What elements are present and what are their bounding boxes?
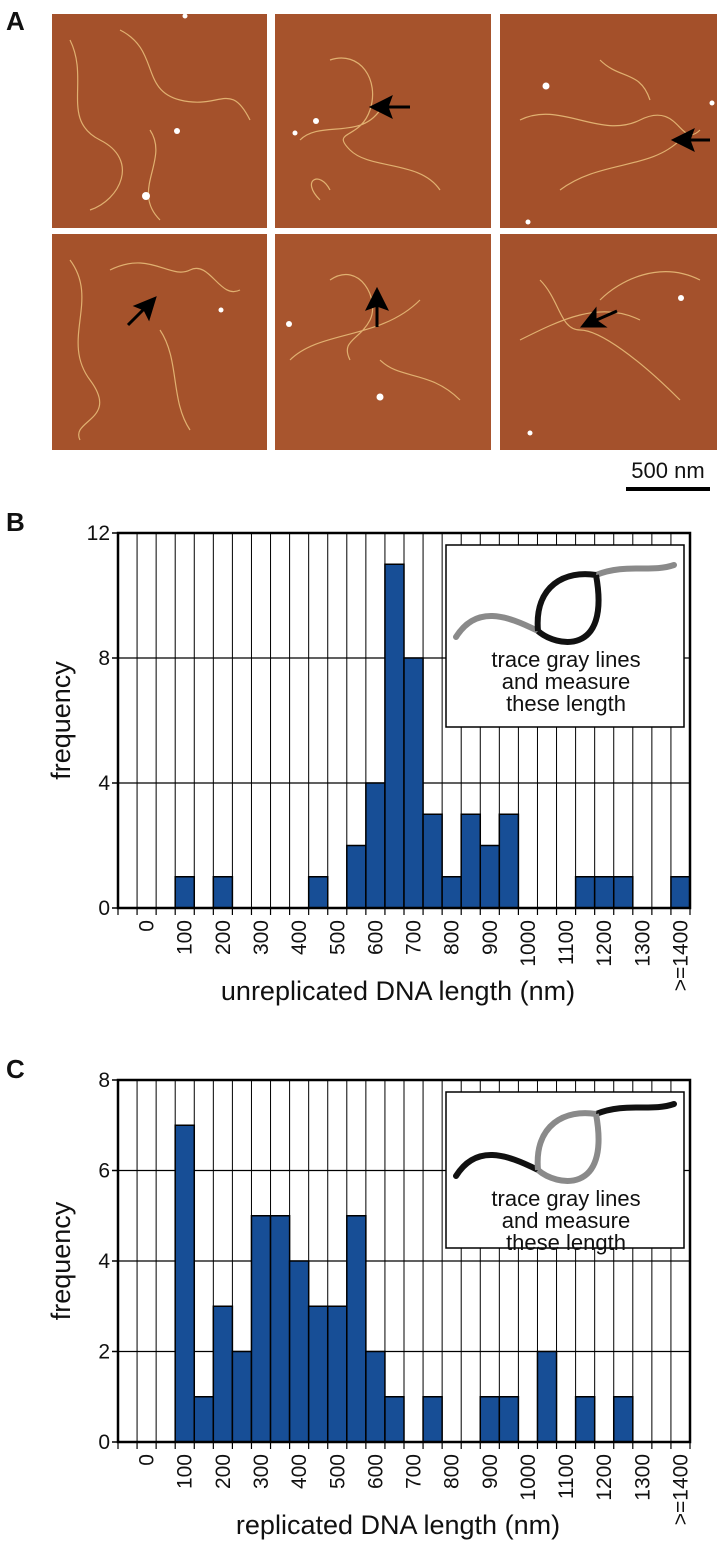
x-axis-title: replicated DNA length (nm) [236,1510,560,1540]
bar [403,657,424,909]
scale-bar-label: 500 nm [631,458,704,483]
plot-frame [116,1078,692,1444]
bar [574,1396,596,1443]
inset-text: trace gray lines [491,647,640,672]
y-tick-label: 0 [98,897,110,920]
x-tick-label: >=1400 [669,1454,692,1525]
x-tick-label: 1100 [555,920,578,965]
x-tick-label: 600 [364,1454,387,1489]
x-tick-label: 600 [364,920,387,955]
x-tick-label: 500 [326,1454,349,1489]
inset-text: and measure [502,669,630,694]
bar [212,876,234,909]
panel-label: B [6,507,25,537]
inset-text: these length [506,691,626,716]
y-tick-label: 4 [98,772,110,795]
x-tick-label: 1000 [517,920,540,967]
bar [346,1215,367,1443]
bar [174,1124,196,1443]
panel-label: A [6,6,25,36]
x-tick-label: 1200 [593,1454,616,1501]
x-tick-label: 900 [479,920,502,955]
x-tick-label: 1100 [555,1454,578,1499]
x-tick-label: 100 [174,920,197,955]
plot-frame [116,531,692,910]
x-tick-label: 1300 [631,920,654,967]
x-tick-label: >=1400 [669,920,692,991]
bar [269,1215,291,1443]
panel-label: C [6,1054,25,1084]
inset-loop [534,1110,602,1184]
bar [212,1305,234,1443]
bar [612,1396,634,1443]
bar [422,1396,443,1443]
x-tick-label: 100 [174,1454,197,1489]
inset-tail [453,1152,541,1179]
y-tick-label: 6 [98,1160,110,1183]
bar [384,1396,405,1443]
bar [250,1215,272,1443]
inset-text: and measure [502,1208,630,1233]
bar [670,876,691,909]
y-axis-title: frequency [46,1201,76,1320]
bar [422,813,443,909]
x-tick-label: 1200 [593,920,616,967]
afm-images [52,13,717,450]
x-tick-label: 300 [250,920,273,955]
bar [288,1260,310,1443]
x-tick-label: 200 [212,920,235,955]
bar [593,876,615,909]
inset-tail [593,1101,677,1117]
bar [365,1350,386,1443]
x-tick-label: 800 [441,920,464,955]
inset-tail [453,613,541,640]
inset-loop [534,571,602,645]
y-tick-label: 12 [87,522,110,545]
x-tick-label: 200 [212,1454,235,1489]
x-tick-label: 900 [479,1454,502,1489]
x-tick-label: 1000 [517,1454,540,1501]
bar [231,1350,253,1443]
inset-text: trace gray lines [491,1186,640,1211]
bar [174,876,196,909]
x-tick-label: 400 [288,920,311,955]
bar [307,876,329,909]
bar [441,876,462,909]
bar [498,813,520,909]
bar [346,844,367,909]
inset-tail [593,562,677,578]
x-tick-label: 500 [326,920,349,955]
y-tick-label: 8 [98,647,110,670]
inset-text: these length [506,1230,626,1255]
y-axis-title: frequency [46,661,76,780]
x-tick-label: 800 [441,1454,464,1489]
bar [479,844,501,909]
bar [460,813,482,909]
y-tick-label: 2 [98,1341,110,1364]
bar [307,1305,329,1443]
bar [612,876,634,909]
y-tick-label: 0 [98,1431,110,1454]
y-tick-label: 4 [98,1250,110,1273]
bar [498,1396,520,1443]
bar [384,563,405,909]
x-tick-label: 700 [403,920,426,955]
bar [193,1396,215,1443]
bar [326,1305,348,1443]
x-tick-label: 0 [136,1454,159,1466]
x-tick-label: 400 [288,1454,311,1489]
bar [365,782,386,909]
x-tick-label: 300 [250,1454,273,1489]
bar [574,876,596,909]
bar [479,1396,501,1443]
bar [536,1350,558,1443]
x-tick-label: 0 [136,920,159,932]
y-tick-label: 8 [98,1069,110,1092]
x-tick-label: 1300 [631,1454,654,1501]
x-axis-title: unreplicated DNA length (nm) [221,976,575,1006]
x-tick-label: 700 [403,1454,426,1489]
